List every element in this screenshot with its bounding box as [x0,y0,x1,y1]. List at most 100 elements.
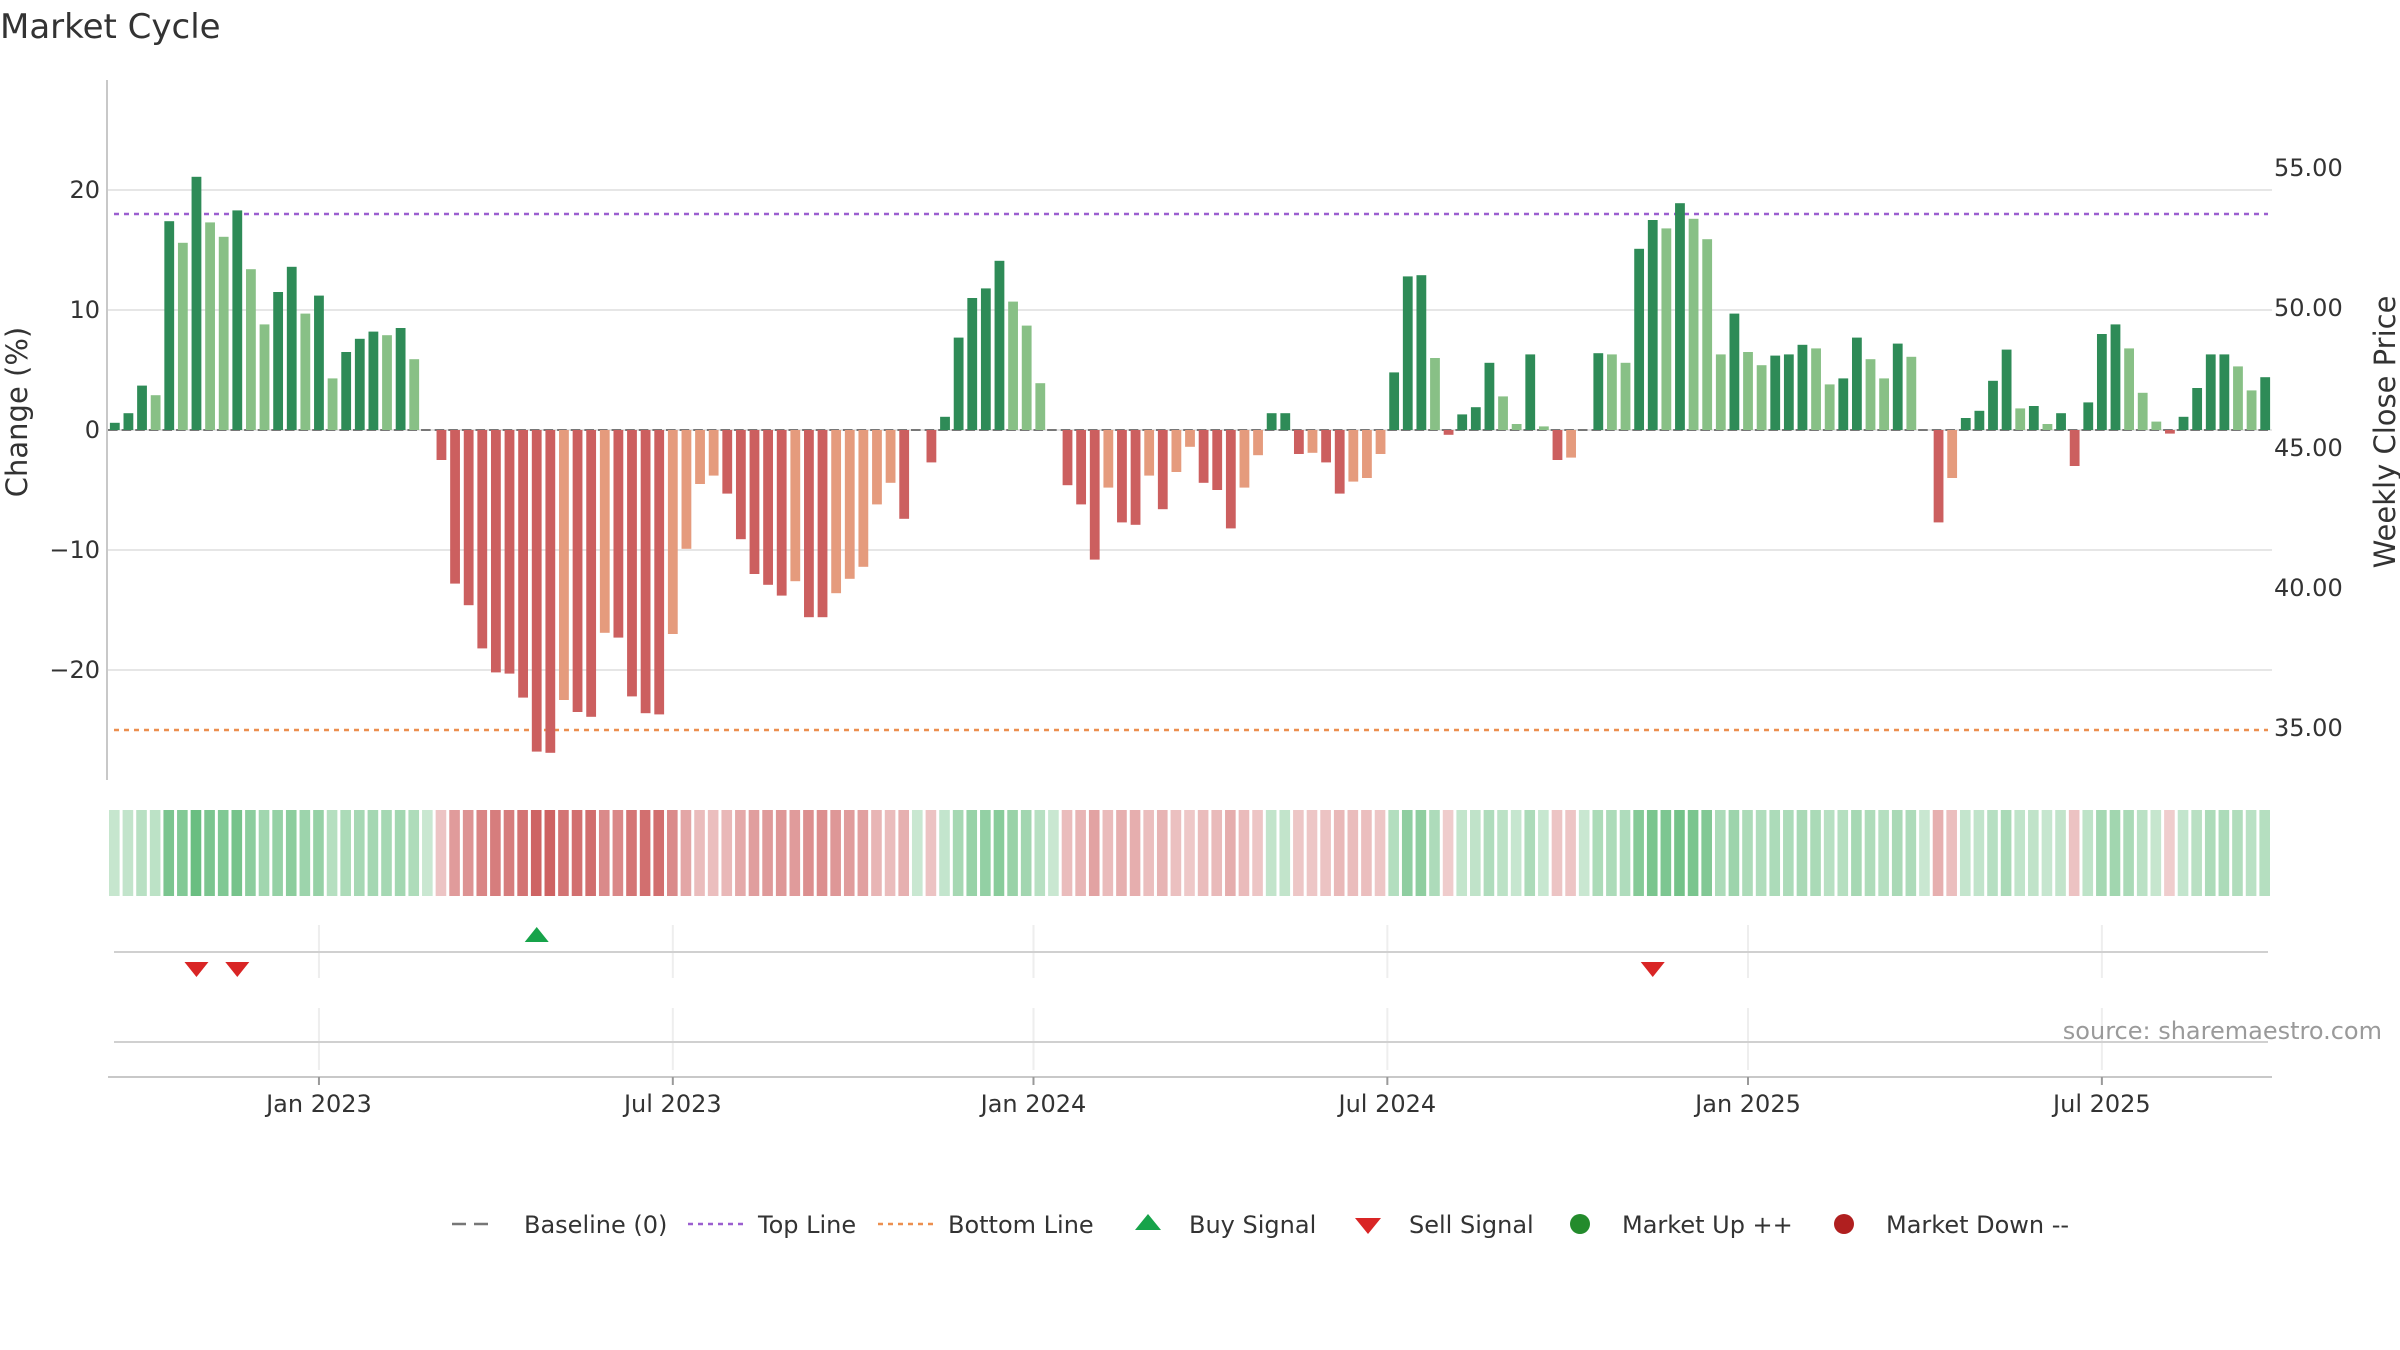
bar [1675,203,1685,430]
y-tick-label-left: 0 [85,416,100,444]
bar [463,430,474,606]
heat-cell [2055,810,2066,896]
bar [205,222,215,430]
bar [559,430,569,700]
bar [545,430,556,753]
bar [1089,430,1100,560]
heat-cell [1143,810,1154,896]
heat-cell [462,810,474,896]
heat-cell [1959,810,1971,896]
legend-label: Bottom Line [948,1211,1094,1239]
bar [1933,430,1944,523]
bar [109,422,120,430]
heat-cell [2000,810,2012,896]
x-tick-label: Jul 2024 [1337,1090,1437,1118]
heat-cell [1851,810,1862,896]
heat-cell [1184,810,1195,896]
heat-cell [204,810,215,896]
bar [1130,430,1141,525]
heat-cell [1891,810,1903,896]
bar [518,430,529,698]
heat-cell [1116,810,1127,896]
heat-cell [340,810,351,896]
heat-cell [1973,810,1985,896]
heat-cell [993,810,1005,896]
bar [1756,365,1767,430]
bar [1008,301,1018,430]
heat-cell [721,810,733,896]
bar [1960,418,1971,430]
heat-strip [109,810,2270,896]
heat-cell [1061,810,1073,896]
bar [246,269,256,430]
heat-cell [653,810,665,896]
heat-cell [2218,810,2230,896]
heat-cell [1565,810,1576,896]
sell-signal-marker [1640,962,1665,977]
bar [654,430,665,715]
heat-cell [1687,810,1699,896]
legend-swatch-up [1570,1214,1590,1234]
heat-cell [803,810,814,896]
heat-cell [884,810,896,896]
bar [2151,421,2162,430]
bar [1552,430,1563,460]
legend-label: Market Up ++ [1622,1211,1793,1239]
bar [1430,358,1440,430]
heat-cell [1823,810,1835,896]
heat-cell [1156,810,1168,896]
heat-cell [1102,810,1114,896]
heat-cell [1510,810,1522,896]
legend-item-up: Market Up ++ [1570,1211,1793,1239]
bar [1212,430,1223,490]
bar [1307,430,1318,453]
bar [1974,410,1985,430]
heat-cell [1714,810,1726,896]
source-note: source: sharemaestro.com [2063,1017,2382,1045]
heat-cell [1211,810,1223,896]
heat-cell [367,810,379,896]
bar [1593,353,1604,430]
legend-label: Baseline (0) [524,1211,667,1239]
legend-item-down: Market Down -- [1834,1211,2069,1239]
heat-cell [1578,810,1590,896]
y-tick-label-right: 45.00 [2274,434,2343,462]
heat-cell [1320,810,1331,896]
x-tick-label: Jan 2023 [264,1090,372,1118]
heat-cell [1742,810,1753,896]
bar [1797,344,1808,430]
bar [1538,426,1549,430]
bar [1851,337,1862,430]
heat-cell [667,810,678,896]
heat-cell [1524,810,1536,896]
heat-cell [1497,810,1508,896]
bar [599,430,610,633]
heat-cell [449,810,460,896]
heat-cell [2259,810,2270,896]
heat-cell [1755,810,1767,896]
heat-cell [911,810,923,896]
heat-cell [544,810,556,896]
bar [776,430,787,596]
bar [1457,414,1468,430]
heat-cell [1225,810,1236,896]
bar [735,430,746,540]
bar [940,416,950,430]
heat-cell [639,810,651,896]
heat-cell [1932,810,1944,896]
bar [191,176,202,430]
x-axis: Jan 2023 Jul 2023 Jan 2024 Jul 2024 Jan 2025… [108,1076,2272,1118]
heat-cell [2041,810,2053,896]
heat-cell [1946,810,1957,896]
bar [586,430,597,717]
heat-cell [694,810,705,896]
bar [1824,384,1835,430]
bar [1838,378,1849,430]
bar [164,221,175,430]
bar [790,430,801,582]
bar [1661,228,1672,430]
bar [1702,239,1713,430]
heat-cell [1592,810,1604,896]
heat-cell [136,810,147,896]
